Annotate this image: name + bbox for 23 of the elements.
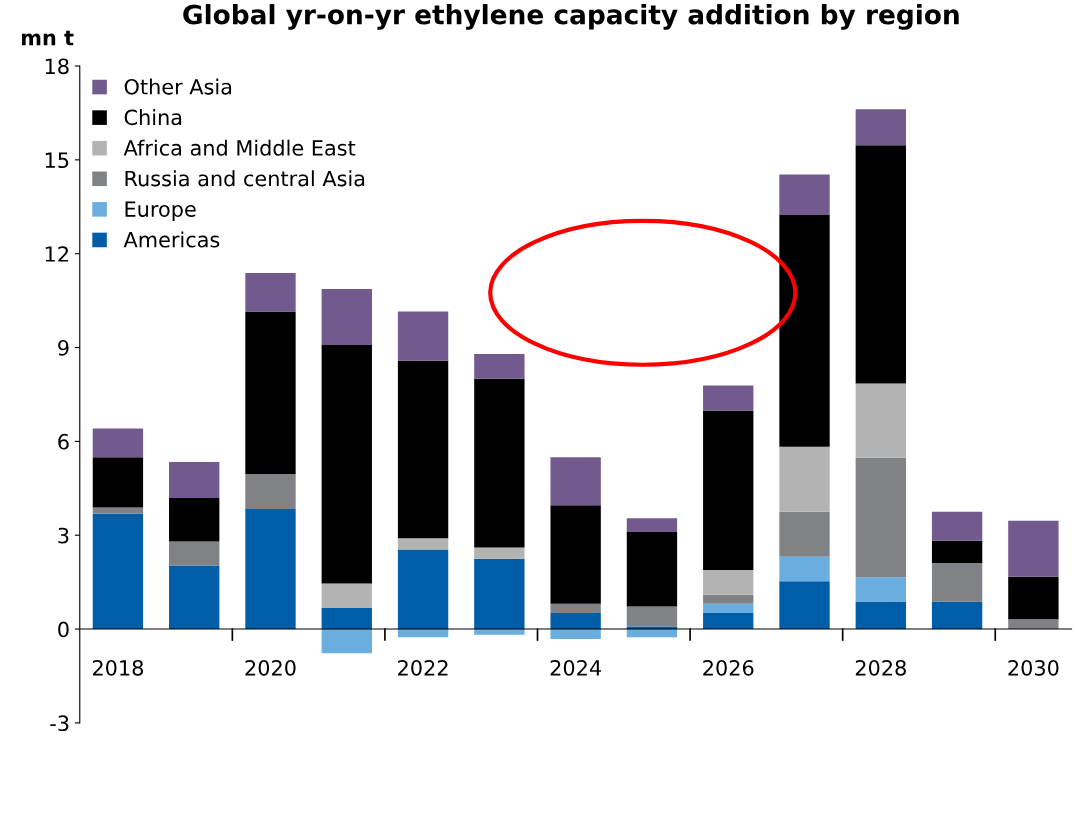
legend-label: China [124, 109, 182, 126]
y-tick-label: 3 [58, 527, 69, 544]
legend-label: Other Asia [124, 78, 232, 95]
chart-title: Global yr-on-yr ethylene capacity addition by region [183, 4, 959, 30]
x-tick-label: 2030 [1008, 659, 1059, 676]
y-tick-label: 18 [45, 58, 69, 75]
y-tick-label: 9 [58, 339, 69, 356]
x-tick-label: 2026 [703, 659, 754, 676]
legend-label: Russia and central Asia [125, 170, 365, 187]
legend-label: Americas [123, 231, 220, 248]
y-tick-label: 0 [58, 621, 69, 638]
x-tick-label: 2028 [855, 659, 906, 676]
legend-label: Europe [125, 201, 196, 221]
y-tick-label: 12 [45, 246, 68, 262]
y-tick-label: 15 [45, 152, 69, 169]
x-tick-label: 2024 [550, 659, 601, 676]
x-tick-label: 2020 [245, 659, 296, 676]
legend-label: Africa and Middle East [123, 139, 356, 156]
y-tick-label: -3 [50, 715, 69, 732]
x-tick-label: 2022 [398, 659, 448, 676]
x-tick-label: 2018 [92, 659, 143, 676]
y-axis-title: mn t [21, 30, 74, 46]
y-tick-label: 6 [58, 433, 69, 450]
